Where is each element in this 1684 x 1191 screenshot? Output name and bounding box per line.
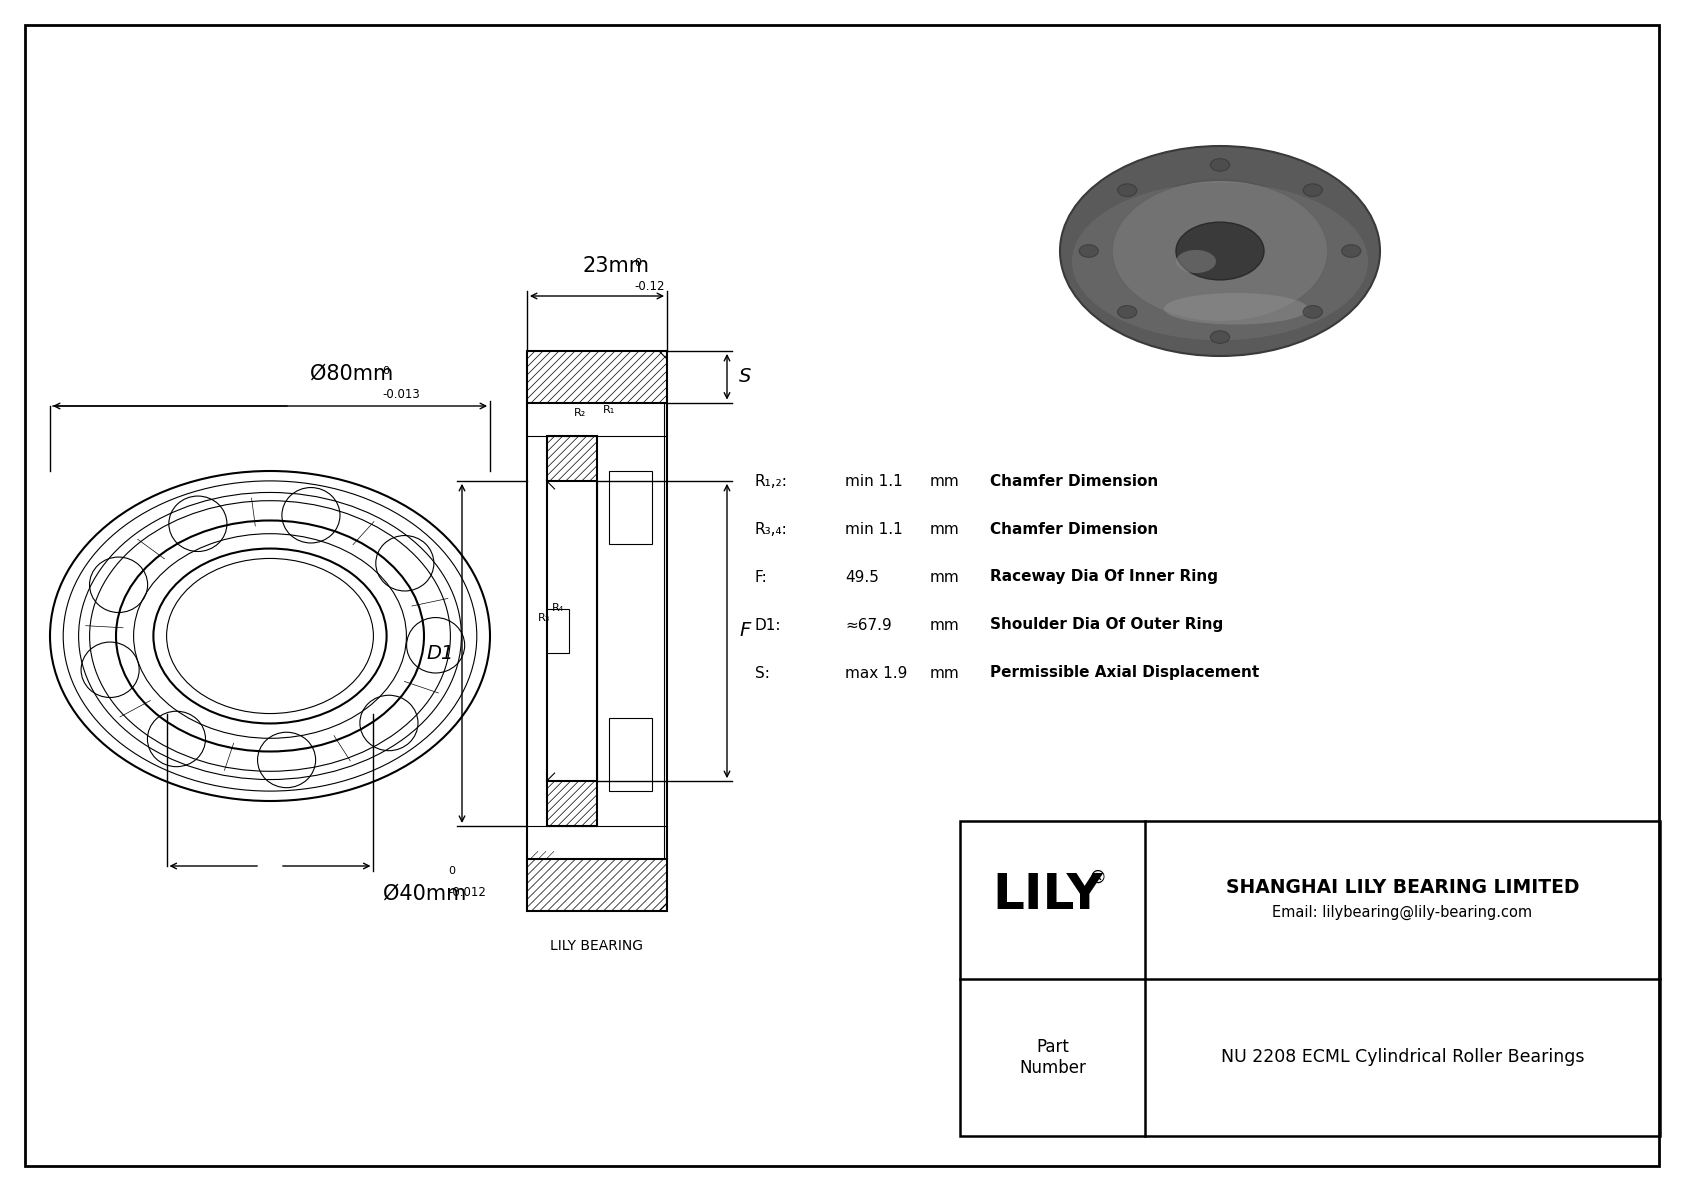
Ellipse shape (1118, 306, 1137, 318)
Text: -0.12: -0.12 (633, 280, 665, 293)
Text: ®: ® (1088, 868, 1106, 887)
Text: Ø40mm: Ø40mm (384, 884, 466, 904)
Ellipse shape (1211, 331, 1229, 343)
Ellipse shape (1118, 183, 1137, 197)
Text: NU 2208 ECML Cylindrical Roller Bearings: NU 2208 ECML Cylindrical Roller Bearings (1221, 1048, 1585, 1066)
Bar (547, 436, 598, 481)
Ellipse shape (1342, 244, 1361, 257)
Text: D1: D1 (426, 644, 455, 663)
Text: 0: 0 (382, 366, 389, 376)
Text: mm: mm (930, 617, 960, 632)
Bar (527, 860, 667, 911)
Text: Shoulder Dia Of Outer Ring: Shoulder Dia Of Outer Ring (990, 617, 1223, 632)
Ellipse shape (1164, 293, 1308, 324)
Text: SHANGHAI LILY BEARING LIMITED: SHANGHAI LILY BEARING LIMITED (1226, 878, 1580, 897)
Text: mm: mm (930, 569, 960, 585)
Bar (527, 351, 667, 403)
Text: 49.5: 49.5 (845, 569, 879, 585)
Text: Ø80mm: Ø80mm (310, 364, 394, 384)
Text: Chamfer Dimension: Chamfer Dimension (990, 474, 1159, 488)
Text: R₄: R₄ (552, 603, 564, 613)
Text: LILY: LILY (992, 871, 1103, 918)
Text: -0.012: -0.012 (448, 886, 487, 899)
Ellipse shape (1303, 183, 1322, 197)
Text: mm: mm (930, 474, 960, 488)
Text: max 1.9: max 1.9 (845, 666, 908, 680)
Bar (547, 609, 569, 654)
Ellipse shape (1175, 223, 1265, 280)
Bar (547, 781, 598, 825)
Text: min 1.1: min 1.1 (845, 474, 903, 488)
Text: S: S (739, 367, 751, 386)
Ellipse shape (1175, 250, 1216, 273)
Ellipse shape (1111, 180, 1329, 322)
Text: D1:: D1: (754, 617, 781, 632)
Text: S:: S: (754, 666, 770, 680)
Text: mm: mm (930, 522, 960, 536)
Text: Permissible Axial Displacement: Permissible Axial Displacement (990, 666, 1260, 680)
Ellipse shape (1211, 158, 1229, 172)
Bar (960, 821, 1660, 1136)
Text: LILY BEARING: LILY BEARING (551, 939, 643, 953)
Text: 0: 0 (633, 258, 642, 268)
Text: -0.013: -0.013 (382, 388, 419, 401)
Ellipse shape (1303, 306, 1322, 318)
Text: 0: 0 (448, 866, 455, 877)
Bar (608, 718, 652, 791)
Text: Part
Number: Part Number (1019, 1037, 1086, 1077)
Text: F: F (739, 622, 751, 641)
Text: min 1.1: min 1.1 (845, 522, 903, 536)
Text: Email: lilybearing@lily-bearing.com: Email: lilybearing@lily-bearing.com (1273, 905, 1532, 921)
Bar (608, 472, 652, 544)
Text: F:: F: (754, 569, 768, 585)
Text: Raceway Dia Of Inner Ring: Raceway Dia Of Inner Ring (990, 569, 1218, 585)
Text: mm: mm (930, 666, 960, 680)
Ellipse shape (1059, 146, 1379, 356)
Ellipse shape (1079, 244, 1098, 257)
Text: R₃,₄:: R₃,₄: (754, 522, 788, 536)
Text: R₂: R₂ (574, 407, 586, 418)
Text: R₃: R₃ (539, 613, 551, 623)
Text: R₁,₂:: R₁,₂: (754, 474, 788, 488)
Text: 23mm: 23mm (583, 256, 648, 276)
Text: ≈67.9: ≈67.9 (845, 617, 893, 632)
Text: R₁: R₁ (603, 405, 615, 414)
Ellipse shape (1073, 182, 1367, 341)
Text: Chamfer Dimension: Chamfer Dimension (990, 522, 1159, 536)
